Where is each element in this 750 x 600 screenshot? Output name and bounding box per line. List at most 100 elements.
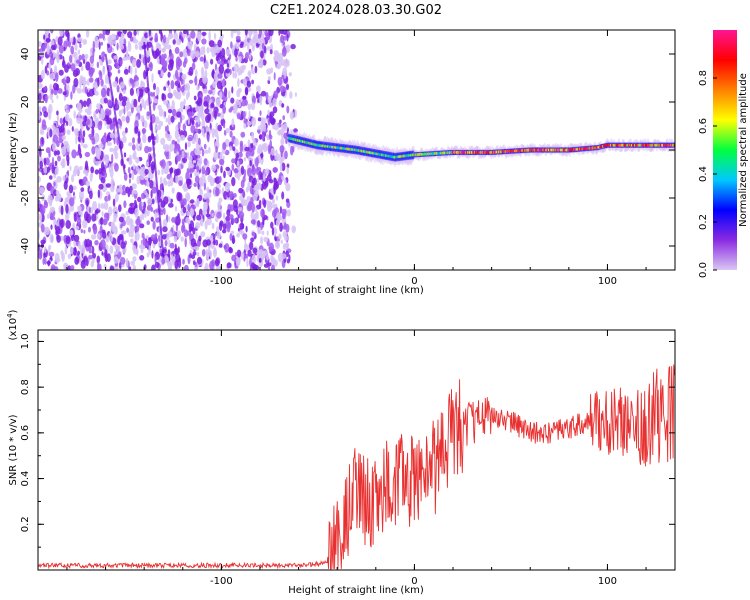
noise-speckle: [62, 56, 65, 66]
noise-speckle: [269, 49, 273, 55]
noise-speckle: [109, 265, 115, 270]
noise-speckle: [129, 218, 134, 228]
noise-speckle: [158, 108, 164, 117]
noise-speckle: [122, 30, 127, 35]
noise-speckle: [239, 143, 244, 153]
noise-speckle: [110, 236, 113, 242]
noise-speckle: [179, 101, 185, 109]
noise-speckle: [252, 177, 257, 186]
noise-speckle: [41, 45, 46, 52]
noise-speckle: [196, 256, 203, 265]
noise-speckle: [155, 86, 160, 96]
noise-speckle: [272, 209, 277, 218]
snr-x-axis-label: Height of straight line (km): [288, 585, 424, 596]
noise-speckle: [205, 213, 211, 218]
noise-speckle: [94, 132, 100, 142]
noise-speckle: [187, 151, 190, 161]
noise-speckle: [285, 198, 290, 203]
noise-speckle: [222, 105, 226, 114]
noise-speckle: [213, 237, 216, 245]
heatmap-axes: -100 0 100 -40 -20 0 20 40: [20, 30, 675, 287]
noise-speckle: [251, 254, 256, 265]
noise-speckle: [183, 264, 189, 270]
noise-speckle: [110, 177, 114, 186]
noise-speckle: [179, 199, 185, 205]
noise-speckle: [242, 190, 245, 199]
noise-speckle: [272, 198, 275, 204]
noise-speckle: [236, 166, 241, 171]
noise-speckle: [238, 55, 242, 63]
noise-speckle: [185, 178, 191, 186]
noise-speckle: [106, 253, 111, 263]
noise-speckle: [242, 233, 248, 240]
noise-speckle: [202, 207, 207, 217]
noise-speckle: [60, 218, 64, 229]
noise-speckle: [50, 30, 54, 34]
noise-speckle: [110, 223, 115, 232]
noise-speckle: [243, 157, 247, 162]
noise-speckle: [94, 169, 100, 175]
noise-speckle: [213, 150, 219, 161]
noise-speckle: [203, 143, 207, 150]
noise-speckle: [190, 124, 196, 134]
noise-speckle: [86, 199, 89, 207]
snr-x-tick-label: 0: [411, 576, 417, 587]
noise-speckle: [236, 113, 241, 120]
noise-speckle: [286, 105, 290, 114]
noise-speckle: [211, 259, 216, 268]
noise-speckle: [256, 182, 262, 190]
noise-speckle: [173, 247, 179, 255]
noise-speckle: [163, 99, 169, 106]
colorbar-tick-label: 0.4: [698, 166, 709, 182]
noise-speckle: [65, 212, 70, 222]
noise-speckle: [254, 65, 258, 74]
noise-speckle: [128, 142, 133, 147]
heatmap-x-tick-label: 0: [411, 276, 417, 287]
noise-speckle: [229, 145, 232, 151]
noise-speckle: [153, 98, 159, 104]
noise-speckle: [187, 140, 191, 148]
noise-speckle: [192, 214, 196, 221]
noise-speckle: [143, 120, 148, 129]
noise-speckle: [174, 129, 180, 140]
noise-speckle: [89, 239, 93, 248]
noise-speckle: [168, 215, 171, 223]
noise-speckle: [177, 83, 181, 89]
noise-speckle: [49, 128, 53, 138]
noise-speckle: [134, 126, 139, 134]
noise-speckle: [194, 148, 199, 156]
noise-speckle: [136, 165, 139, 172]
noise-speckle: [70, 265, 75, 270]
noise-speckle: [182, 48, 189, 59]
noise-speckle: [282, 115, 286, 121]
noise-speckle: [103, 97, 108, 104]
noise-speckle: [57, 155, 61, 162]
noise-streak: [104, 53, 126, 175]
noise-speckle: [251, 166, 257, 176]
noise-speckle: [212, 248, 217, 258]
noise-speckle: [72, 169, 77, 177]
noise-speckle: [257, 227, 262, 235]
noise-speckle: [168, 202, 174, 208]
noise-speckle: [92, 200, 98, 211]
noise-speckle: [55, 190, 60, 196]
noise-speckle: [133, 76, 139, 82]
noise-speckle: [133, 150, 137, 160]
colorbar-tick-label: 0.0: [698, 262, 709, 278]
noise-speckle: [65, 76, 71, 84]
noise-speckle: [167, 261, 173, 270]
noise-speckle: [109, 168, 114, 179]
noise-speckle: [289, 91, 293, 99]
noise-speckle: [94, 240, 99, 246]
noise-speckle: [159, 176, 163, 185]
noise-speckle: [97, 262, 100, 270]
noise-speckle: [198, 177, 204, 187]
noise-speckle: [265, 31, 270, 41]
noise-speckle: [186, 30, 189, 36]
noise-speckle: [246, 121, 252, 126]
noise-speckle: [120, 32, 125, 39]
noise-speckle: [204, 169, 208, 176]
noise-speckle: [246, 196, 252, 202]
noise-speckle: [219, 158, 225, 166]
noise-speckle: [201, 127, 205, 136]
